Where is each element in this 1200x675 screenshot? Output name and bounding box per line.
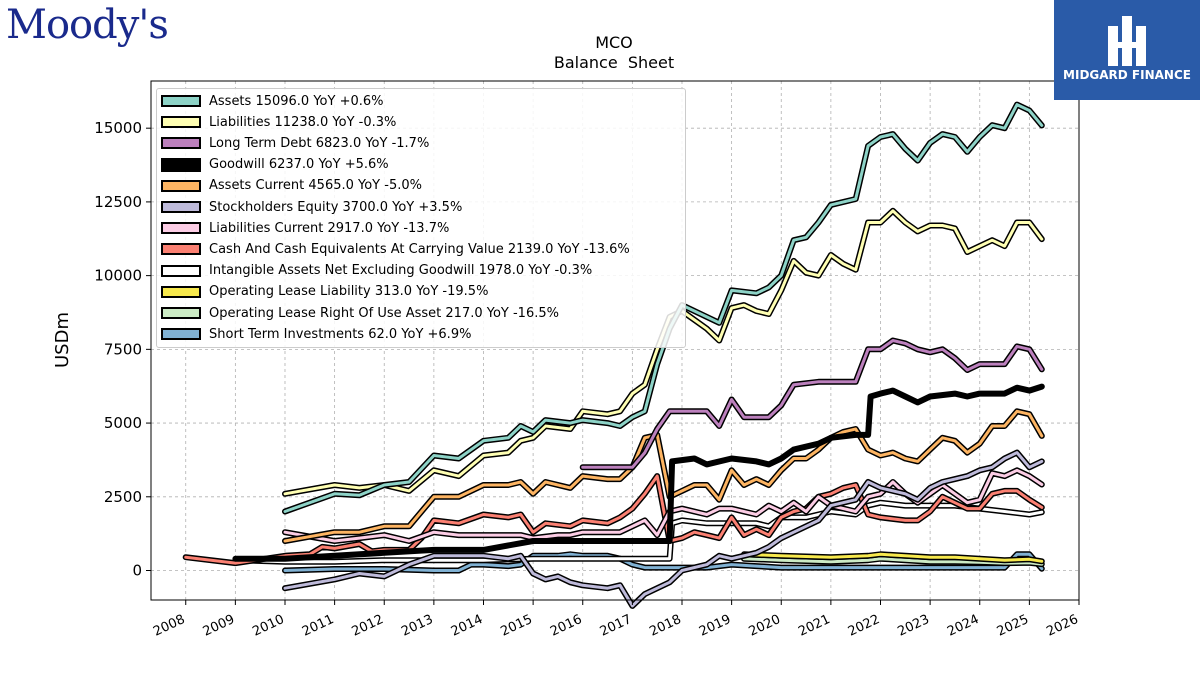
x-tick-label: 2019 — [697, 612, 733, 640]
legend-swatch — [161, 95, 201, 107]
plot-frame — [150, 80, 1080, 601]
series-line-1 — [283, 209, 1044, 496]
series-line-9 — [742, 552, 1044, 563]
legend-label: Operating Lease Liability 313.0 YoY -19.… — [209, 284, 489, 300]
y-tick-label: 2500 — [104, 488, 142, 506]
legend-item: Cash And Cash Equivalents At Carrying Va… — [161, 239, 630, 259]
x-tick-label: 2011 — [300, 612, 336, 640]
x-tick-label: 2020 — [747, 612, 783, 640]
legend-swatch — [161, 157, 201, 172]
x-tick-label: 2025 — [995, 612, 1031, 640]
legend-item: Intangible Assets Net Excluding Goodwill… — [161, 261, 592, 281]
series-line-3 — [232, 383, 1045, 562]
y-tick-label: 5000 — [104, 414, 142, 432]
y-tick-label: 0 — [132, 562, 142, 580]
x-tick-label: 2014 — [449, 612, 485, 640]
legend-label: Short Term Investments 62.0 YoY +6.9% — [209, 326, 472, 342]
legend-item: Operating Lease Liability 313.0 YoY -19.… — [161, 282, 488, 302]
midgard-finance-logo: MIDGARD FINANCE — [1054, 0, 1200, 100]
x-tick-label: 2022 — [846, 612, 882, 640]
x-tick-label: 2010 — [250, 612, 286, 640]
legend-swatch — [161, 243, 201, 256]
x-tick-label: 2017 — [598, 612, 634, 640]
y-tick-label: 7500 — [104, 340, 142, 358]
y-tick-label: 12500 — [94, 193, 142, 211]
x-tick-label: 2023 — [895, 612, 931, 640]
legend-item: Assets Current 4565.0 YoY -5.0% — [161, 176, 422, 196]
legend-item: Assets 15096.0 YoY +0.6% — [161, 91, 384, 111]
legend-swatch — [161, 307, 201, 319]
legend-label: Intangible Assets Net Excluding Goodwill… — [209, 263, 593, 279]
x-tick-label: 2008 — [151, 612, 187, 640]
x-tick-label: 2015 — [498, 612, 534, 640]
legend-item: Goodwill 6237.0 YoY +5.6% — [161, 155, 389, 175]
x-tick-label: 2009 — [201, 612, 237, 640]
legend-label: Goodwill 6237.0 YoY +5.6% — [209, 157, 389, 173]
y-axis-label: USDm — [52, 312, 73, 368]
legend-label: Cash And Cash Equivalents At Carrying Va… — [209, 241, 630, 257]
x-tick-label: 2018 — [647, 612, 683, 640]
legend-item: Operating Lease Right Of Use Asset 217.0… — [161, 303, 559, 323]
legend-swatch — [161, 137, 201, 150]
y-tick-label: 15000 — [94, 119, 142, 137]
legend-swatch — [161, 116, 201, 129]
legend-swatch — [161, 201, 201, 213]
legend-label: Liabilities Current 2917.0 YoY -13.7% — [209, 220, 450, 236]
x-tick-label: 2021 — [796, 612, 832, 640]
moodys-logo: Moody's — [6, 2, 169, 48]
legend-label: Liabilities 11238.0 YoY -0.3% — [209, 114, 397, 130]
x-tick-label: 2016 — [548, 612, 584, 640]
legend-swatch — [161, 222, 201, 235]
legend: Assets 15096.0 YoY +0.6% Liabilities 1123… — [156, 88, 686, 348]
legend-swatch — [161, 264, 201, 277]
x-tick-label: 2024 — [945, 612, 981, 640]
series-line-0 — [283, 103, 1044, 513]
x-tick-label: 2012 — [350, 612, 386, 640]
legend-swatch — [161, 179, 201, 192]
legend-label: Operating Lease Right Of Use Asset 217.0… — [209, 305, 559, 321]
legend-item: Liabilities Current 2917.0 YoY -13.7% — [161, 218, 449, 238]
chart-subtitle: Balance Sheet — [554, 53, 674, 72]
legend-item: Long Term Debt 6823.0 YoY -1.7% — [161, 133, 429, 153]
legend-swatch — [161, 285, 201, 298]
legend-label: Assets 15096.0 YoY +0.6% — [209, 93, 384, 109]
midgard-finance-name: MIDGARD FINANCE — [1063, 68, 1191, 82]
legend-item: Short Term Investments 62.0 YoY +6.9% — [161, 324, 471, 344]
legend-label: Long Term Debt 6823.0 YoY -1.7% — [209, 135, 430, 151]
x-tick-label: 2026 — [1044, 612, 1080, 640]
series-line-6 — [283, 468, 1044, 543]
y-tick-label: 10000 — [94, 267, 142, 285]
series-line-5 — [283, 451, 1044, 608]
series-line-2 — [581, 339, 1044, 469]
legend-label: Assets Current 4565.0 YoY -5.0% — [209, 178, 422, 194]
series-line-11 — [283, 552, 1044, 572]
chart-title: MCO — [595, 33, 633, 52]
series-line-4 — [283, 409, 1044, 543]
legend-swatch — [161, 328, 201, 341]
x-tick-label: 2013 — [399, 612, 435, 640]
legend-item: Stockholders Equity 3700.0 YoY +3.5% — [161, 197, 462, 217]
legend-item: Liabilities 11238.0 YoY -0.3% — [161, 112, 396, 132]
midgard-mark-icon — [1108, 16, 1146, 66]
legend-label: Stockholders Equity 3700.0 YoY +3.5% — [209, 199, 463, 215]
